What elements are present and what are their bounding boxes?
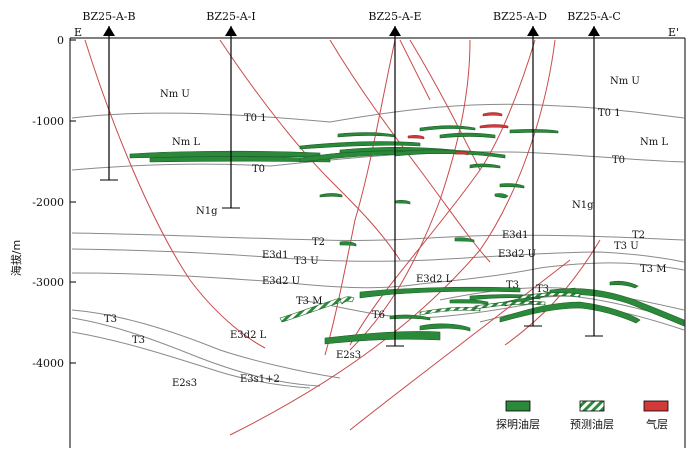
horizon-t2	[71, 232, 685, 242]
label-t3-a: T3	[104, 314, 117, 325]
label-e3d1-right: E3d1	[502, 230, 528, 241]
label-nml-left: Nm L	[172, 137, 200, 148]
horizon-t3-left-b	[71, 317, 321, 387]
label-nmu-left: Nm U	[160, 89, 190, 100]
label-t3m-left: T3 M	[296, 296, 322, 307]
section-left-end: E	[74, 26, 82, 39]
label-nml-right: Nm L	[640, 137, 668, 148]
well-arrow-b	[103, 26, 115, 36]
legend-swatch-gas	[643, 400, 669, 412]
label-t3u-left: T3 U	[294, 256, 319, 267]
well-label-i: BZ25-A-I	[206, 10, 255, 23]
label-t01-right: T0 1	[598, 108, 621, 119]
label-e2s3-center: E2s3	[336, 350, 361, 361]
tick-0: 0	[57, 34, 64, 47]
legend-label-gas: 气层	[646, 417, 668, 431]
fault-4	[324, 39, 396, 356]
label-t2-right: T2	[632, 230, 645, 241]
label-e3d2u-left: E3d2 U	[262, 276, 300, 287]
fault-7	[349, 39, 471, 351]
well-label-d: BZ25-A-D	[493, 10, 547, 23]
label-t2-left: T2	[312, 237, 325, 248]
wells: BZ25-A-B BZ25-A-I BZ25-A-E BZ25-A-D BZ25…	[82, 10, 621, 347]
label-nmu-right: Nm U	[610, 76, 640, 87]
tick-1000: -1000	[32, 115, 64, 128]
well-arrow-i	[225, 26, 237, 36]
label-n1g-right: N1g	[572, 200, 594, 211]
fault-11	[349, 259, 571, 431]
tick-4000: -4000	[32, 357, 64, 370]
legend-label-oil: 探明油层	[496, 417, 540, 431]
formation-labels: Nm U Nm U T0 1 T0 1 Nm L Nm L T0 T0 N1g …	[104, 76, 668, 389]
well-arrow-d	[527, 26, 539, 36]
fault-2	[219, 39, 401, 261]
oil-layers	[129, 125, 685, 345]
fault-8	[349, 39, 536, 346]
horizon-t0-1	[71, 103, 685, 123]
label-e3d2l-center: E3d2 L	[416, 274, 453, 285]
label-t0-left: T0	[252, 164, 265, 175]
horizon-t3-right-a	[439, 287, 685, 311]
well-label-b: BZ25-A-B	[82, 10, 135, 23]
y-ticks: 0 -1000 -2000 -3000 -4000	[32, 34, 76, 370]
fault-6	[409, 39, 481, 171]
label-e2s3-left: E2s3	[172, 378, 197, 389]
horizons	[71, 103, 685, 389]
predicted-oil-layers	[279, 292, 581, 323]
horizon-t3-left-c	[71, 331, 311, 389]
label-t6: T6	[372, 310, 385, 321]
fault-3	[329, 39, 491, 263]
label-e3s12: E3s1+2	[240, 374, 280, 385]
label-e3d2u-right: E3d2 U	[498, 249, 536, 260]
horizon-t3-left-a	[71, 309, 341, 379]
section-right-end: E'	[668, 26, 679, 39]
horizon-t3u	[71, 248, 685, 263]
label-e3d2l-left: E3d2 L	[230, 330, 267, 341]
fault-9	[229, 39, 556, 436]
gas-layers	[407, 112, 509, 156]
label-t01-left: T0 1	[244, 113, 267, 124]
faults	[84, 39, 601, 436]
fault-5	[399, 39, 431, 101]
legend-swatch-predicted	[579, 400, 605, 412]
fault-1	[84, 39, 266, 349]
label-t3-b: T3	[132, 335, 145, 346]
fault-10	[504, 239, 601, 346]
tick-2000: -2000	[32, 196, 64, 209]
label-t3-c: T3	[506, 280, 519, 291]
legend: 探明油层 预测油层 气层	[496, 400, 669, 431]
well-label-c: BZ25-A-C	[567, 10, 621, 23]
label-t3m-right: T3 M	[640, 264, 666, 275]
well-arrow-e	[389, 26, 401, 36]
well-label-e: BZ25-A-E	[368, 10, 421, 23]
tick-3000: -3000	[32, 276, 64, 289]
well-arrow-c	[588, 26, 600, 36]
label-t3u-right: T3 U	[614, 241, 639, 252]
label-e3d1-left: E3d1	[262, 250, 288, 261]
label-t3-d: T3	[536, 284, 549, 295]
horizon-t3m	[71, 262, 685, 289]
label-t0-right: T0	[612, 155, 625, 166]
legend-swatch-oil	[505, 400, 531, 412]
legend-label-predicted: 预测油层	[570, 417, 614, 431]
y-axis-label: 海拔/m	[9, 240, 23, 276]
label-n1g-left: N1g	[196, 206, 218, 217]
horizon-t0	[71, 151, 685, 171]
